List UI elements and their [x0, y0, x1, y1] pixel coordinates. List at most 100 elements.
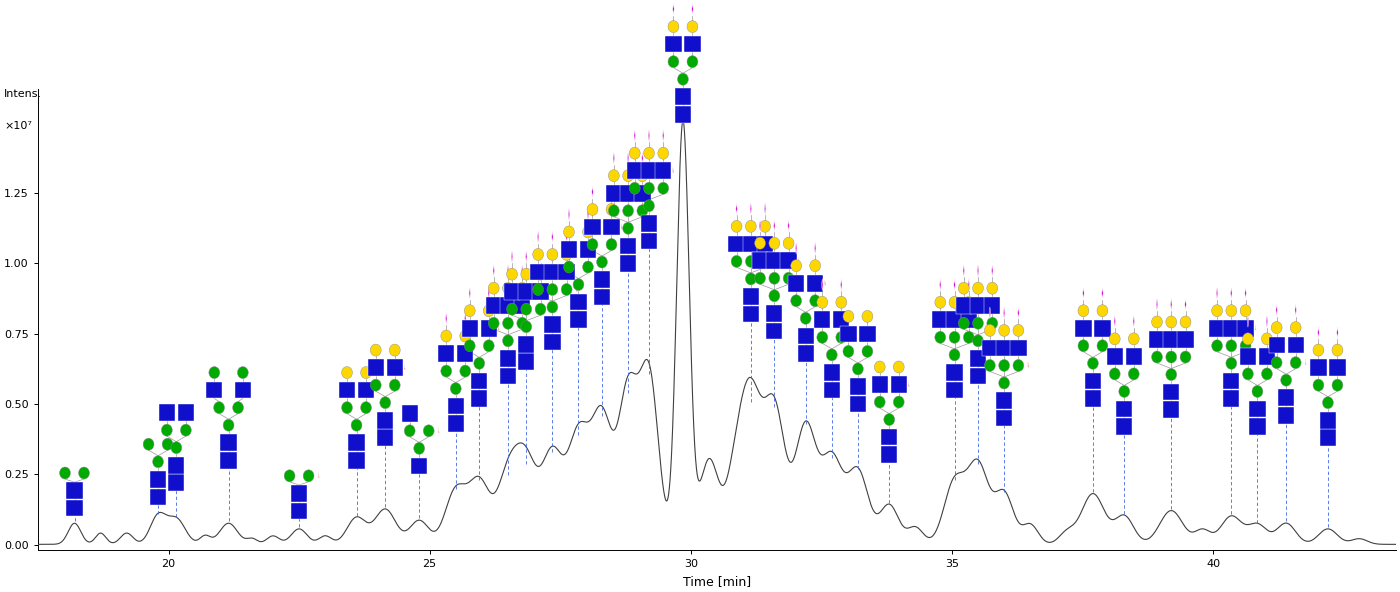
- Bar: [594, 289, 610, 305]
- Ellipse shape: [371, 344, 381, 356]
- Ellipse shape: [883, 414, 895, 426]
- Ellipse shape: [1014, 359, 1023, 371]
- Polygon shape: [840, 279, 841, 291]
- Ellipse shape: [658, 182, 669, 194]
- Polygon shape: [634, 130, 636, 141]
- Bar: [1163, 401, 1179, 418]
- Ellipse shape: [644, 182, 654, 194]
- Ellipse shape: [623, 222, 634, 234]
- Ellipse shape: [644, 147, 654, 159]
- Polygon shape: [1170, 298, 1172, 310]
- Bar: [504, 284, 521, 300]
- Ellipse shape: [745, 255, 756, 268]
- Polygon shape: [587, 208, 589, 220]
- Bar: [655, 162, 672, 179]
- Bar: [150, 488, 167, 505]
- Ellipse shape: [582, 261, 594, 273]
- Ellipse shape: [1078, 340, 1089, 352]
- Ellipse shape: [535, 268, 546, 280]
- Bar: [641, 233, 657, 249]
- Ellipse shape: [1261, 333, 1273, 345]
- Bar: [448, 398, 463, 414]
- Bar: [1259, 348, 1275, 365]
- Ellipse shape: [596, 256, 608, 268]
- Ellipse shape: [414, 442, 424, 454]
- Ellipse shape: [874, 396, 885, 408]
- Polygon shape: [489, 287, 490, 299]
- Ellipse shape: [637, 170, 648, 182]
- Bar: [984, 297, 1001, 314]
- Ellipse shape: [687, 56, 697, 67]
- Ellipse shape: [935, 332, 945, 343]
- Ellipse shape: [507, 268, 518, 280]
- Ellipse shape: [949, 349, 960, 361]
- Ellipse shape: [984, 324, 995, 336]
- Bar: [349, 435, 364, 451]
- Polygon shape: [465, 313, 466, 324]
- Bar: [462, 320, 477, 336]
- Ellipse shape: [1242, 333, 1253, 345]
- Polygon shape: [990, 307, 991, 319]
- Polygon shape: [963, 265, 965, 276]
- Bar: [412, 458, 427, 474]
- Ellipse shape: [637, 205, 648, 217]
- Polygon shape: [568, 208, 570, 220]
- Bar: [995, 340, 1012, 356]
- Bar: [66, 500, 83, 516]
- Bar: [402, 405, 417, 422]
- Ellipse shape: [1281, 374, 1292, 386]
- Ellipse shape: [1098, 305, 1107, 317]
- Polygon shape: [774, 220, 776, 231]
- Ellipse shape: [874, 361, 885, 373]
- Bar: [634, 185, 651, 201]
- Ellipse shape: [1166, 351, 1176, 363]
- Bar: [1210, 320, 1225, 336]
- Bar: [780, 252, 797, 269]
- Polygon shape: [1114, 316, 1116, 327]
- Ellipse shape: [1323, 397, 1333, 408]
- Ellipse shape: [1166, 369, 1176, 381]
- Ellipse shape: [532, 284, 543, 295]
- Ellipse shape: [745, 273, 756, 285]
- Ellipse shape: [1211, 305, 1222, 317]
- Bar: [1163, 331, 1179, 348]
- Ellipse shape: [489, 282, 500, 294]
- Bar: [850, 395, 867, 412]
- Ellipse shape: [1119, 385, 1130, 397]
- Ellipse shape: [1014, 324, 1023, 336]
- Ellipse shape: [451, 382, 461, 395]
- Bar: [358, 382, 374, 398]
- Ellipse shape: [630, 147, 640, 159]
- Polygon shape: [977, 265, 979, 276]
- Bar: [1310, 359, 1327, 376]
- Ellipse shape: [1152, 351, 1162, 363]
- Ellipse shape: [441, 330, 452, 342]
- Ellipse shape: [1109, 333, 1120, 345]
- Ellipse shape: [1240, 305, 1252, 317]
- Ellipse shape: [507, 303, 518, 315]
- Ellipse shape: [232, 401, 244, 414]
- Ellipse shape: [171, 442, 182, 453]
- Ellipse shape: [209, 366, 220, 379]
- Bar: [584, 218, 601, 235]
- Polygon shape: [1217, 287, 1218, 299]
- Ellipse shape: [564, 226, 574, 238]
- Bar: [472, 372, 487, 389]
- Ellipse shape: [535, 303, 546, 315]
- Bar: [1224, 320, 1239, 336]
- Bar: [545, 334, 560, 350]
- Polygon shape: [641, 152, 643, 164]
- Ellipse shape: [459, 330, 470, 342]
- Bar: [1163, 384, 1179, 400]
- Bar: [1011, 340, 1026, 356]
- Bar: [1320, 412, 1336, 429]
- Bar: [995, 392, 1012, 409]
- Polygon shape: [1231, 287, 1232, 299]
- Bar: [1085, 390, 1100, 407]
- Ellipse shape: [547, 301, 557, 313]
- Ellipse shape: [223, 419, 234, 431]
- Polygon shape: [1018, 307, 1019, 319]
- Ellipse shape: [503, 335, 514, 347]
- Bar: [970, 350, 986, 366]
- Ellipse shape: [371, 379, 381, 391]
